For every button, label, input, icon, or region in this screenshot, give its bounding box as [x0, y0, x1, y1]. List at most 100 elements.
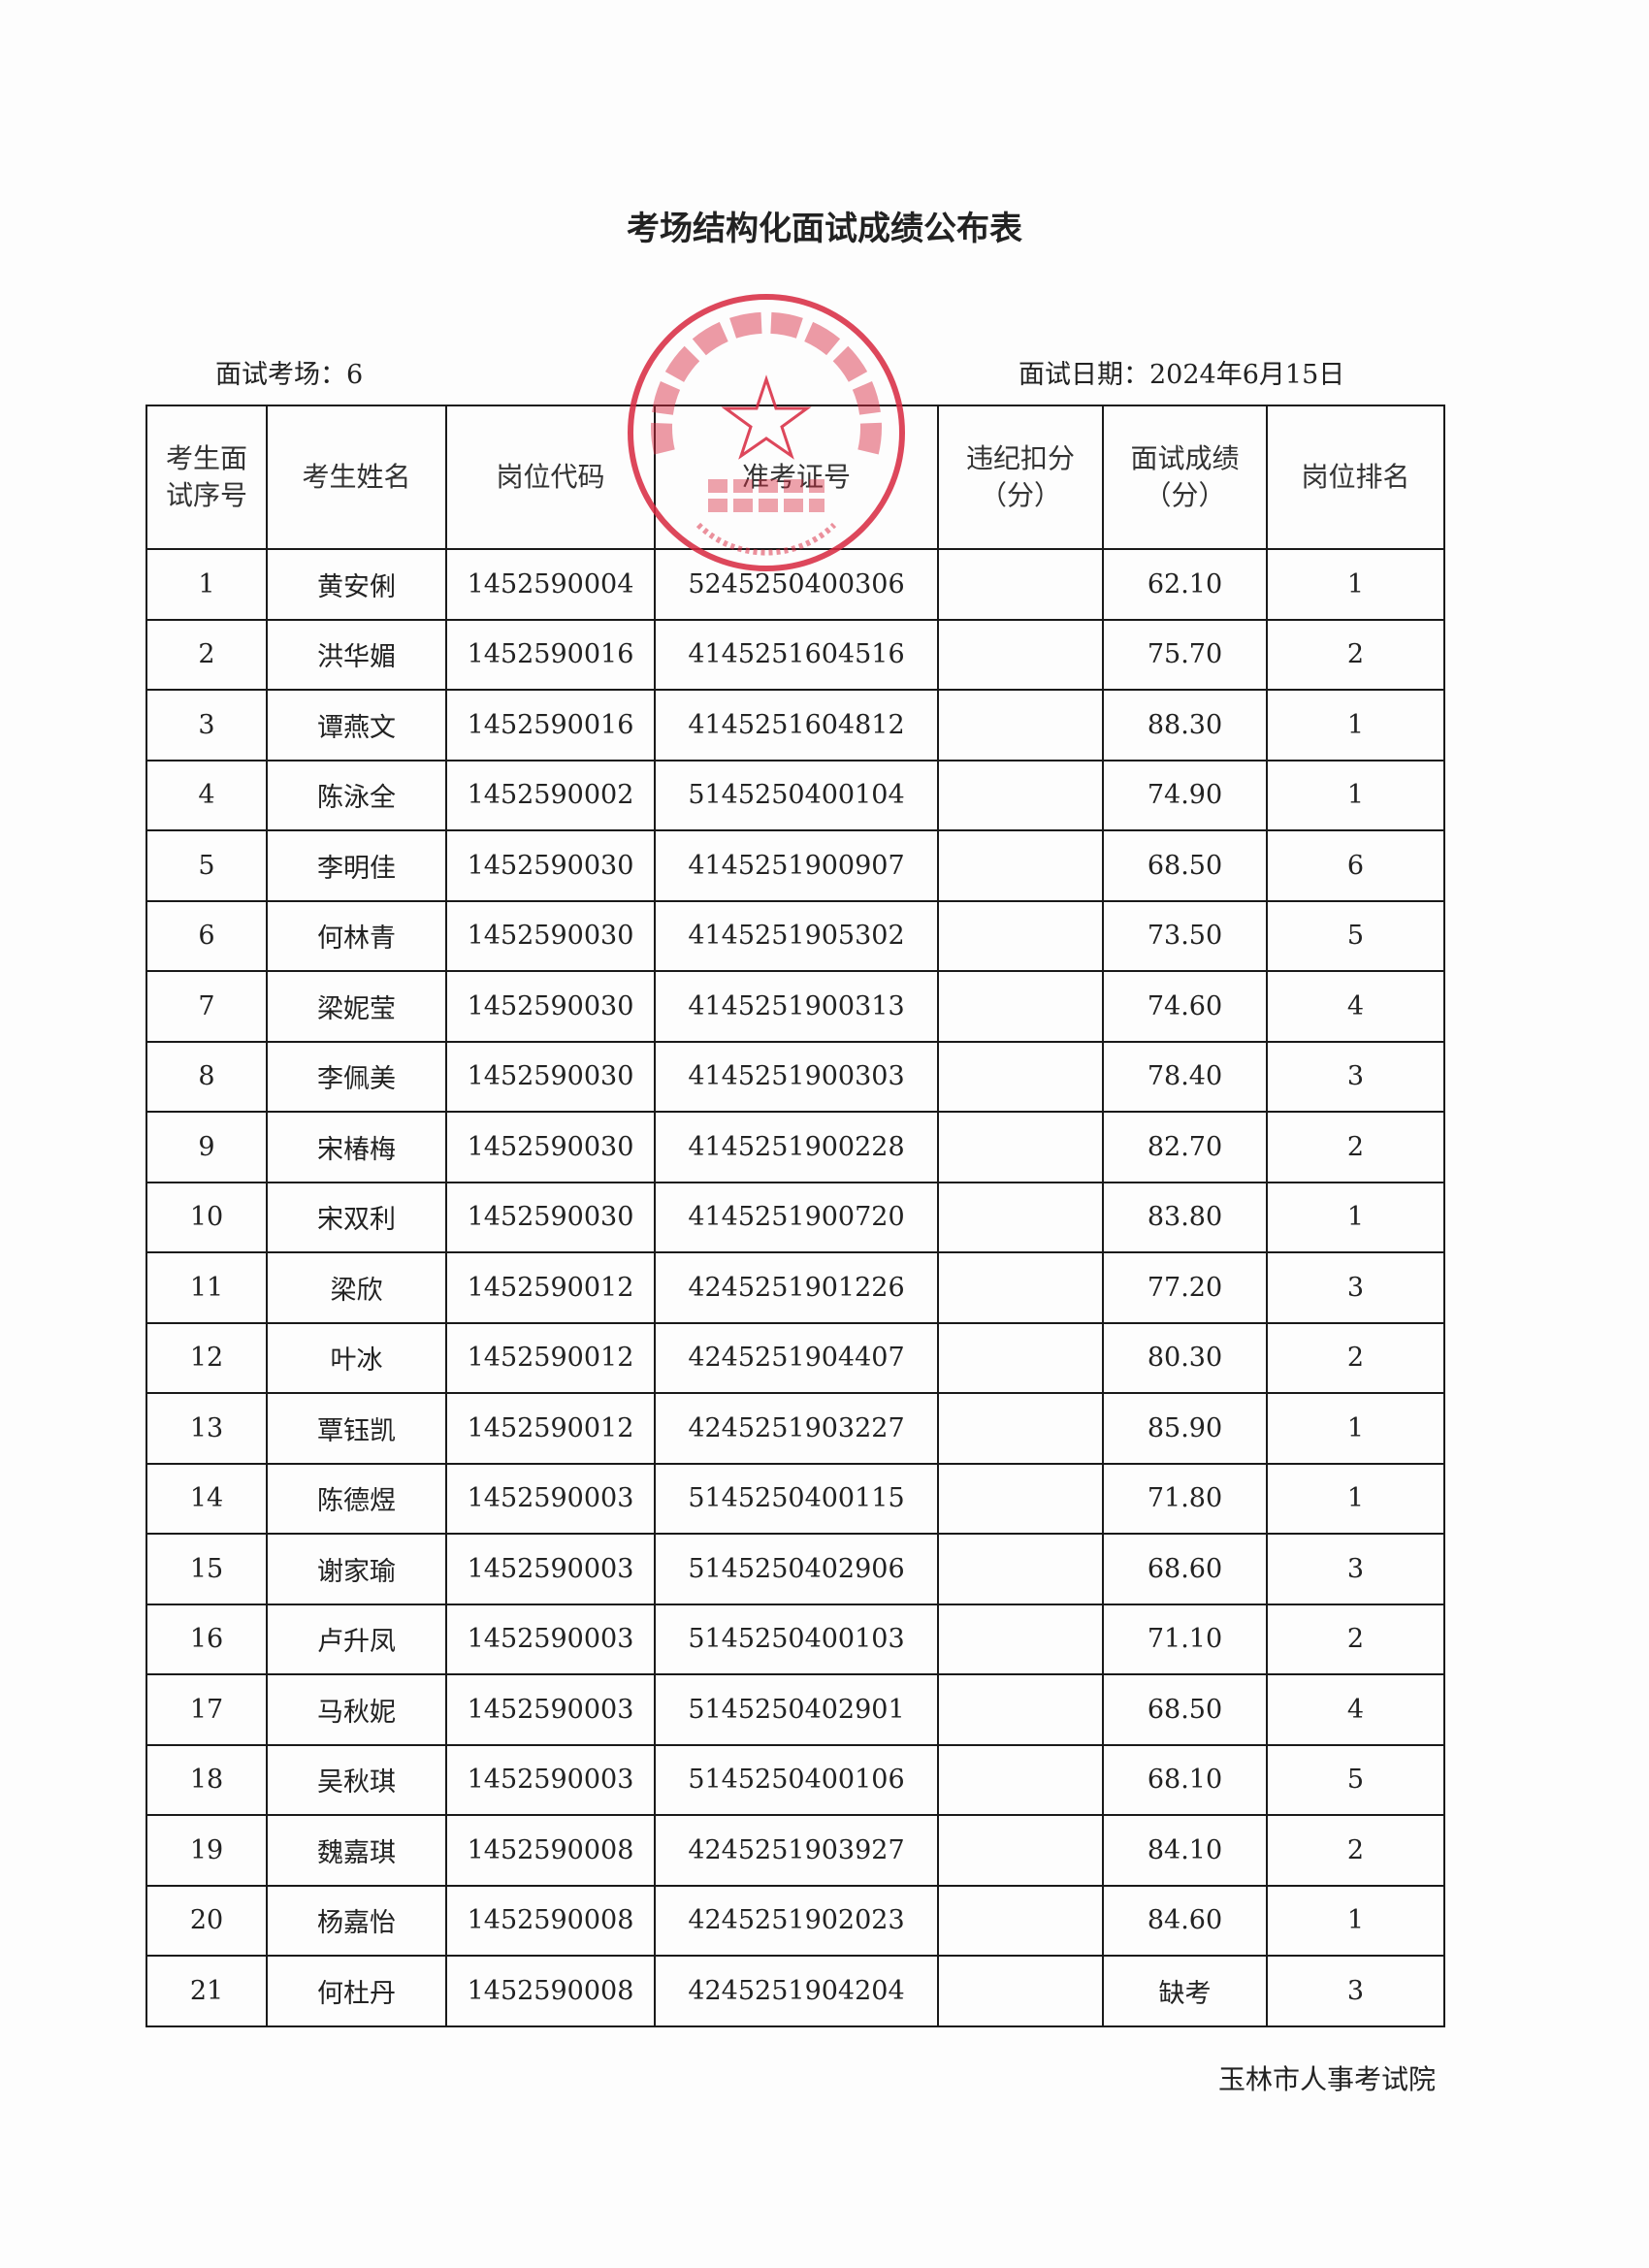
cell-col-score: 71.10: [1102, 1603, 1268, 1675]
table-row: 9 宋椿梅 1452590030 4145251900228 82.70 2: [146, 1111, 1445, 1183]
cell-col-score: 74.60: [1102, 970, 1268, 1043]
cell-col-post-code: 1452590030: [445, 970, 656, 1043]
cell-col-name: 马秋妮: [266, 1673, 447, 1746]
cell-col-seq: 13: [146, 1392, 268, 1465]
cell-col-name: 黄安俐: [266, 548, 447, 621]
cell-col-score: 74.90: [1102, 759, 1268, 831]
cell-col-deduction: [937, 1392, 1104, 1465]
cell-col-name: 吴秋琪: [266, 1743, 447, 1816]
cell-col-rank: 4: [1266, 1673, 1445, 1746]
cell-col-score: 82.70: [1102, 1111, 1268, 1183]
cell-col-post-code: 1452590016: [445, 618, 656, 691]
exam-room-label: 面试考场：6: [215, 360, 364, 390]
cell-col-rank: 1: [1266, 689, 1445, 761]
cell-col-deduction: [937, 1533, 1104, 1605]
cell-col-ticket-no: 4145251900907: [654, 829, 939, 902]
cell-col-score: 77.20: [1102, 1251, 1268, 1324]
cell-col-deduction: [937, 1884, 1104, 1957]
cell-col-deduction: [937, 1111, 1104, 1183]
cell-col-ticket-no: 4245251904204: [654, 1955, 939, 2027]
table-row: 13 覃钰凯 1452590012 4245251903227 85.90 1: [146, 1392, 1445, 1465]
cell-col-score: 83.80: [1102, 1181, 1268, 1253]
cell-col-name: 陈泳全: [266, 759, 447, 831]
cell-col-post-code: 1452590030: [445, 899, 656, 972]
cell-col-score: 75.70: [1102, 618, 1268, 691]
cell-col-ticket-no: 4245251902023: [654, 1884, 939, 1957]
cell-col-post-code: 1452590030: [445, 1040, 656, 1113]
cell-col-deduction: [937, 1040, 1104, 1113]
cell-col-ticket-no: 5145250402901: [654, 1673, 939, 1746]
cell-col-rank: 1: [1266, 1884, 1445, 1957]
table-row: 3 谭燕文 1452590016 4145251604812 88.30 1: [146, 689, 1445, 761]
cell-col-ticket-no: 5245250400306: [654, 548, 939, 621]
table-row: 20 杨嘉怡 1452590008 4245251902023 84.60 1: [146, 1884, 1445, 1957]
cell-col-seq: 6: [146, 899, 268, 972]
cell-col-ticket-no: 4245251903927: [654, 1814, 939, 1887]
header-col-seq: 考生面试序号: [146, 405, 268, 550]
cell-col-deduction: [937, 1955, 1104, 2027]
cell-col-name: 李明佳: [266, 829, 447, 902]
cell-col-deduction: [937, 759, 1104, 831]
cell-col-seq: 4: [146, 759, 268, 831]
cell-col-seq: 15: [146, 1533, 268, 1605]
cell-col-post-code: 1452590012: [445, 1251, 656, 1324]
cell-col-rank: 1: [1266, 1392, 1445, 1465]
cell-col-name: 何林青: [266, 899, 447, 972]
cell-col-seq: 1: [146, 548, 268, 621]
cell-col-rank: 3: [1266, 1251, 1445, 1324]
cell-col-name: 杨嘉怡: [266, 1884, 447, 1957]
table-row: 16 卢升凤 1452590003 5145250400103 71.10 2: [146, 1603, 1445, 1675]
cell-col-deduction: [937, 1181, 1104, 1253]
cell-col-rank: 2: [1266, 1111, 1445, 1183]
cell-col-score: 68.50: [1102, 1673, 1268, 1746]
cell-col-score: 缺考: [1102, 1955, 1268, 2027]
results-table: 考生面试序号 考生姓名 岗位代码 准考证号 违纪扣分（分） 面试成绩（分） 岗位排名 1 黄安…: [146, 405, 1445, 2027]
header-col-post-code: 岗位代码: [445, 405, 656, 550]
cell-col-deduction: [937, 1814, 1104, 1887]
cell-col-ticket-no: 4145251900720: [654, 1181, 939, 1253]
cell-col-name: 陈德煜: [266, 1462, 447, 1535]
cell-col-name: 叶冰: [266, 1321, 447, 1394]
table-row: 18 吴秋琪 1452590003 5145250400106 68.10 5: [146, 1743, 1445, 1816]
cell-col-post-code: 1452590003: [445, 1462, 656, 1535]
header-col-ticket-no: 准考证号: [654, 405, 939, 550]
cell-col-name: 宋椿梅: [266, 1111, 447, 1183]
cell-col-seq: 11: [146, 1251, 268, 1324]
cell-col-score: 68.50: [1102, 829, 1268, 902]
cell-col-rank: 2: [1266, 1321, 1445, 1394]
table-row: 15 谢家瑜 1452590003 5145250402906 68.60 3: [146, 1533, 1445, 1605]
cell-col-post-code: 1452590016: [445, 689, 656, 761]
cell-col-score: 78.40: [1102, 1040, 1268, 1113]
cell-col-rank: 1: [1266, 759, 1445, 831]
cell-col-post-code: 1452590003: [445, 1673, 656, 1746]
cell-col-rank: 1: [1266, 1181, 1445, 1253]
cell-col-score: 84.60: [1102, 1884, 1268, 1957]
table-body: 1 黄安俐 1452590004 5245250400306 62.10 1 2 洪华媚 145…: [146, 548, 1445, 2027]
cell-col-score: 84.10: [1102, 1814, 1268, 1887]
cell-col-seq: 17: [146, 1673, 268, 1746]
table-row: 11 梁欣 1452590012 4245251901226 77.20 3: [146, 1251, 1445, 1324]
cell-col-name: 何杜丹: [266, 1955, 447, 2027]
cell-col-seq: 16: [146, 1603, 268, 1675]
table-row: 2 洪华媚 1452590016 4145251604516 75.70 2: [146, 618, 1445, 691]
cell-col-seq: 8: [146, 1040, 268, 1113]
cell-col-deduction: [937, 548, 1104, 621]
cell-col-name: 谭燕文: [266, 689, 447, 761]
cell-col-rank: 4: [1266, 970, 1445, 1043]
header-col-score: 面试成绩（分）: [1102, 405, 1268, 550]
cell-col-deduction: [937, 1251, 1104, 1324]
cell-col-rank: 3: [1266, 1533, 1445, 1605]
cell-col-ticket-no: 4145251900303: [654, 1040, 939, 1113]
cell-col-deduction: [937, 829, 1104, 902]
cell-col-score: 62.10: [1102, 548, 1268, 621]
cell-col-name: 梁妮莹: [266, 970, 447, 1043]
cell-col-deduction: [937, 1673, 1104, 1746]
cell-col-name: 宋双利: [266, 1181, 447, 1253]
cell-col-ticket-no: 5145250400106: [654, 1743, 939, 1816]
cell-col-ticket-no: 5145250400103: [654, 1603, 939, 1675]
header-col-deduction: 违纪扣分（分）: [937, 405, 1104, 550]
table-row: 1 黄安俐 1452590004 5245250400306 62.10 1: [146, 548, 1445, 621]
cell-col-name: 魏嘉琪: [266, 1814, 447, 1887]
cell-col-ticket-no: 5145250400104: [654, 759, 939, 831]
cell-col-seq: 12: [146, 1321, 268, 1394]
